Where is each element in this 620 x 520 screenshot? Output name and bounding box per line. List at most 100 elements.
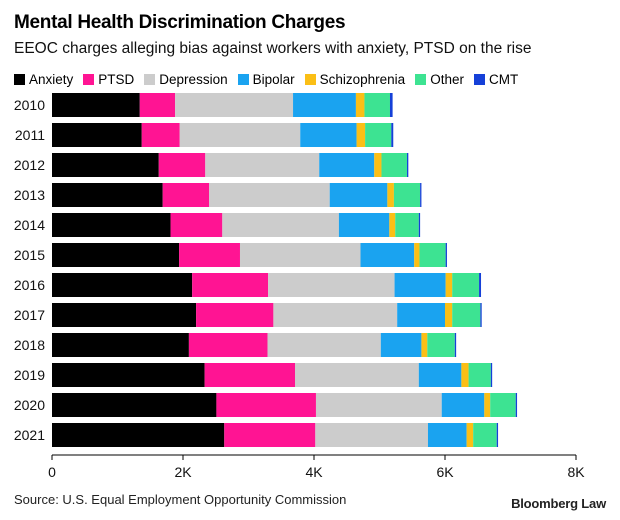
bar-segment xyxy=(267,333,381,357)
bar-segment xyxy=(293,93,356,117)
bar-segment xyxy=(445,243,447,267)
bar-segment xyxy=(158,153,206,177)
bar-segment xyxy=(381,153,408,177)
x-axis-tick-label: 0 xyxy=(48,464,56,480)
category-label: 2021 xyxy=(14,427,45,443)
category-label: 2013 xyxy=(14,187,45,203)
bar-segment xyxy=(418,213,421,237)
bar-segment xyxy=(162,183,210,207)
bar-segment xyxy=(387,183,394,207)
category-label: 2016 xyxy=(14,277,45,293)
legend-label: Bipolar xyxy=(252,71,295,87)
bar-segment xyxy=(394,273,446,297)
bar-segment xyxy=(170,213,223,237)
category-label: 2020 xyxy=(14,397,45,413)
bar-segment xyxy=(365,123,392,147)
bar-segment xyxy=(52,333,189,357)
bar-segment xyxy=(490,363,493,387)
legend-swatch xyxy=(237,73,249,85)
legend-item: Bipolar xyxy=(237,71,295,87)
legend-swatch xyxy=(304,73,316,85)
bar-segment xyxy=(445,303,453,327)
bar-segment xyxy=(188,333,268,357)
category-label: 2018 xyxy=(14,337,45,353)
bar-segment xyxy=(204,363,296,387)
stacked-bar-chart: 2010 2011 2012 2013 2014 2015 2016 2017 2018 2019… xyxy=(14,93,585,480)
bar-segment xyxy=(490,393,516,417)
legend-label: PTSD xyxy=(98,71,135,87)
category-label: 2019 xyxy=(14,367,45,383)
category-label: 2011 xyxy=(15,127,45,143)
bar-segment xyxy=(239,243,361,267)
bar-segment xyxy=(479,273,482,297)
bar-segment xyxy=(452,273,480,297)
bar-segment xyxy=(52,123,142,147)
legend-item: Other xyxy=(415,72,464,87)
bar-segment xyxy=(391,123,394,147)
x-axis-tick-label: 2K xyxy=(174,464,192,480)
source-note: Source: U.S. Equal Employment Opportunit… xyxy=(14,492,347,507)
bar-segment xyxy=(374,153,382,177)
category-label: 2012 xyxy=(14,157,45,173)
bar-segment xyxy=(315,393,442,417)
brand-logo: Bloomberg Law xyxy=(511,496,606,511)
legend-item: CMT xyxy=(473,71,519,87)
legend-label: Depression xyxy=(159,71,228,87)
bar-segment xyxy=(393,183,421,207)
bar-segment xyxy=(496,423,499,447)
bar-segment xyxy=(360,243,415,267)
category-label: 2010 xyxy=(14,97,45,113)
legend-swatch xyxy=(415,73,427,85)
bar-segment xyxy=(329,183,388,207)
bar-segment xyxy=(222,213,339,237)
bar-segment xyxy=(52,93,140,117)
legend-label: Anxiety xyxy=(29,71,74,87)
legend-item: PTSD xyxy=(83,72,134,87)
bar-segment xyxy=(441,393,485,417)
legend-label: Other xyxy=(430,71,464,87)
bar-segment xyxy=(175,93,294,117)
x-axis-tick-label: 4K xyxy=(305,464,323,480)
bar-segment xyxy=(427,423,467,447)
legend-label: Schizophrenia xyxy=(319,71,406,87)
bar-segment xyxy=(380,333,422,357)
bar-segment xyxy=(420,183,422,207)
bar-segment xyxy=(484,393,491,417)
bar-segment xyxy=(216,393,316,417)
bar-segment xyxy=(52,243,180,267)
bar-segment xyxy=(141,123,180,147)
bar-segment xyxy=(52,273,193,297)
legend-swatch xyxy=(14,73,25,85)
bar-segment xyxy=(461,363,469,387)
bar-segment xyxy=(389,213,396,237)
bar-segment xyxy=(196,303,274,327)
bar-segment xyxy=(179,243,240,267)
bar-segment xyxy=(192,273,269,297)
bar-segment xyxy=(338,213,390,237)
legend-swatch xyxy=(144,73,156,85)
bar-segment xyxy=(300,123,357,147)
legend-label: CMT xyxy=(488,71,519,87)
bar-segment xyxy=(468,363,491,387)
bar-segment xyxy=(480,303,482,327)
category-label: 2015 xyxy=(14,247,45,263)
legend-item: Schizophrenia xyxy=(304,71,406,87)
bar-segment xyxy=(52,423,225,447)
bar-segment xyxy=(224,423,316,447)
bar-segment xyxy=(397,303,445,327)
bar-segment xyxy=(473,423,497,447)
legend-swatch xyxy=(83,73,95,85)
bar-segment xyxy=(418,363,462,387)
chart-subtitle: EEOC charges alleging bias against worke… xyxy=(14,40,532,57)
bar-segment xyxy=(268,273,395,297)
bar-segment xyxy=(139,93,176,117)
legend: Anxiety PTSD Depression Bipolar Schizophreni… xyxy=(14,70,528,88)
bar-segment xyxy=(454,333,457,357)
legend-item: Depression xyxy=(144,71,228,87)
bar-segment xyxy=(52,153,159,177)
bar-segment xyxy=(407,153,409,177)
bar-segment xyxy=(319,153,375,177)
bar-segment xyxy=(452,303,481,327)
bar-segment xyxy=(52,393,217,417)
bar-segment xyxy=(466,423,474,447)
